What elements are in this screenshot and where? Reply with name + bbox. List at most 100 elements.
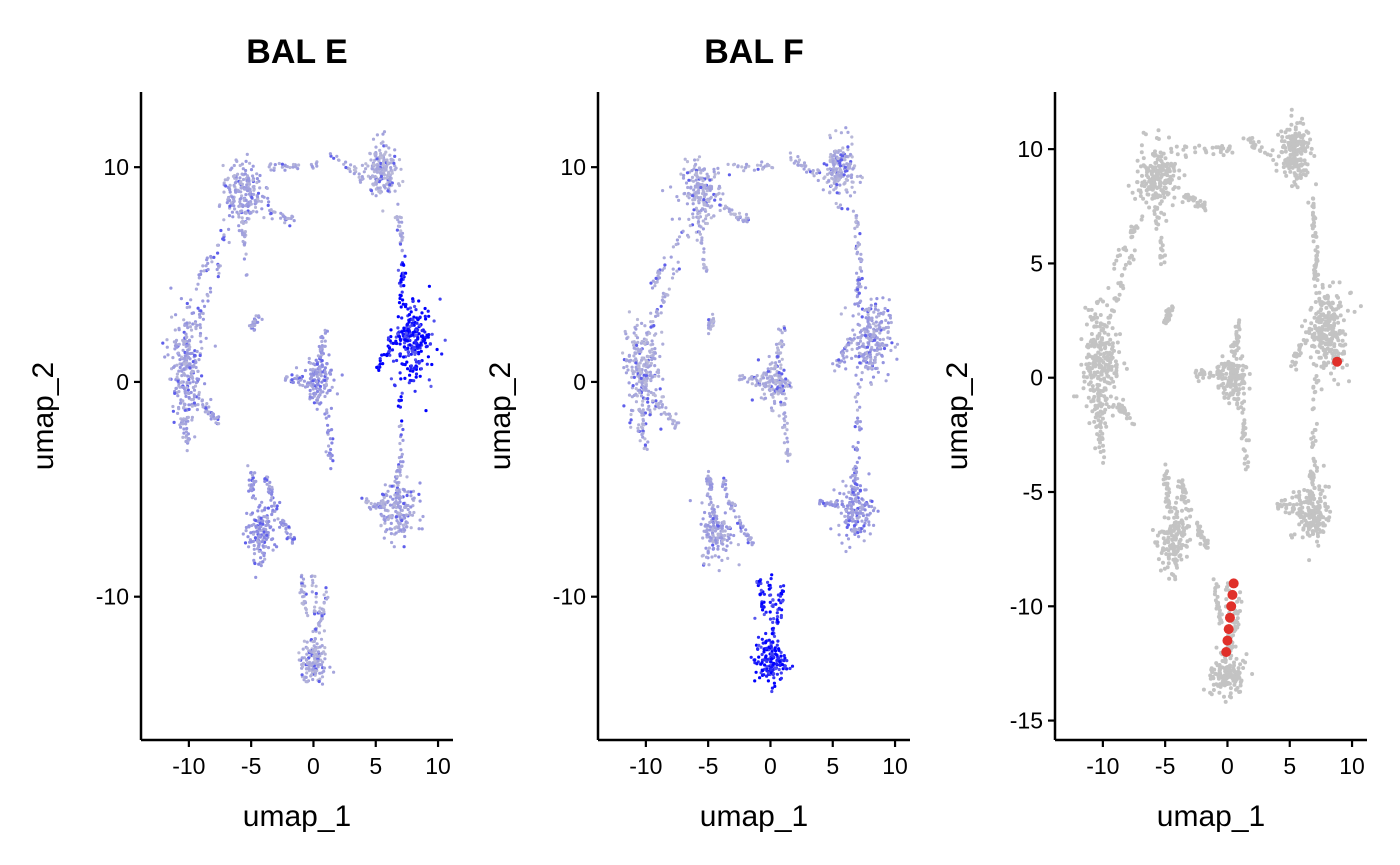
cell-point bbox=[1101, 341, 1106, 346]
cell-point bbox=[324, 382, 328, 387]
cell-point bbox=[681, 176, 686, 180]
cell-point bbox=[225, 201, 229, 205]
cell-point bbox=[420, 527, 424, 531]
cell-point bbox=[394, 531, 398, 535]
cell-point bbox=[860, 276, 864, 281]
cell-point bbox=[393, 189, 397, 193]
cell-point bbox=[856, 336, 860, 340]
cell-point bbox=[376, 164, 380, 168]
cell-point bbox=[236, 172, 240, 176]
cell-point bbox=[284, 530, 288, 534]
cell-point bbox=[1169, 146, 1174, 151]
cell-point bbox=[773, 646, 777, 650]
cell-point bbox=[1081, 370, 1086, 375]
cell-point bbox=[632, 359, 636, 363]
cell-point bbox=[640, 384, 644, 388]
cell-point bbox=[825, 502, 829, 506]
cell-point bbox=[687, 178, 691, 182]
cell-point bbox=[315, 401, 319, 405]
cell-point bbox=[299, 588, 303, 592]
x-tick-label: 10 bbox=[882, 753, 908, 779]
cell-point bbox=[314, 162, 318, 166]
cell-point bbox=[834, 201, 838, 206]
cell-point bbox=[644, 374, 649, 378]
cell-point bbox=[369, 501, 373, 506]
cell-point bbox=[399, 294, 403, 298]
cell-point bbox=[1084, 322, 1089, 327]
cell-point bbox=[1158, 169, 1163, 174]
cell-point bbox=[660, 330, 664, 334]
cell-point bbox=[213, 417, 217, 421]
x-tick-label: 0 bbox=[307, 753, 320, 779]
cell-point bbox=[385, 176, 389, 180]
cell-point bbox=[198, 326, 203, 330]
cell-point bbox=[857, 312, 861, 316]
cell-point bbox=[648, 370, 653, 374]
cell-point bbox=[421, 514, 425, 519]
cell-point bbox=[755, 662, 759, 666]
cell-point bbox=[1154, 136, 1159, 140]
cell-point bbox=[666, 293, 670, 297]
cells-panel-2 bbox=[621, 126, 900, 694]
cell-point bbox=[783, 411, 787, 415]
cell-point bbox=[623, 329, 627, 334]
cell-point bbox=[395, 519, 399, 523]
cell-point bbox=[630, 375, 634, 379]
cell-point bbox=[770, 408, 774, 413]
cell-point bbox=[326, 423, 330, 427]
cell-point bbox=[1085, 375, 1089, 380]
cell-point bbox=[382, 536, 386, 540]
cell-point bbox=[283, 215, 287, 219]
cell-point bbox=[394, 515, 398, 519]
cell-point bbox=[872, 310, 876, 314]
cell-point bbox=[694, 178, 698, 182]
cell-point bbox=[842, 492, 846, 496]
cell-point bbox=[701, 517, 705, 521]
cell-point bbox=[844, 549, 848, 554]
cell-point bbox=[844, 177, 848, 181]
cell-point bbox=[244, 529, 248, 533]
cell-point bbox=[430, 332, 434, 336]
cell-point bbox=[426, 355, 430, 359]
cell-point bbox=[316, 659, 320, 663]
cell-point bbox=[868, 511, 872, 515]
cell-point bbox=[844, 521, 848, 525]
cell-point bbox=[842, 182, 846, 186]
cell-point bbox=[720, 558, 724, 563]
cell-point bbox=[1309, 146, 1314, 151]
cell-point bbox=[323, 371, 327, 375]
cell-point bbox=[1110, 341, 1115, 346]
cell-point bbox=[707, 563, 711, 567]
cell-point bbox=[846, 174, 850, 178]
cell-point bbox=[860, 371, 864, 375]
cell-point bbox=[430, 362, 434, 367]
cell-point bbox=[241, 167, 245, 171]
cell-point bbox=[265, 186, 269, 190]
cell-point bbox=[641, 419, 646, 423]
cell-point bbox=[385, 158, 389, 162]
cell-point bbox=[712, 167, 716, 171]
cell-point bbox=[760, 160, 764, 164]
cell-point bbox=[209, 414, 213, 418]
cell-point bbox=[396, 526, 400, 530]
cell-point bbox=[775, 618, 779, 622]
cell-point bbox=[1079, 362, 1084, 367]
x-tick-label: -5 bbox=[698, 753, 718, 779]
cell-point bbox=[884, 379, 888, 383]
cell-point bbox=[368, 151, 372, 155]
cell-point bbox=[1291, 141, 1296, 146]
cell-point bbox=[649, 325, 653, 329]
cell-point bbox=[846, 207, 850, 211]
cell-point bbox=[874, 324, 878, 328]
cell-point bbox=[1156, 176, 1161, 181]
cell-point bbox=[1149, 172, 1154, 177]
cell-point bbox=[865, 351, 869, 356]
cell-point bbox=[1141, 196, 1146, 201]
cell-point bbox=[300, 673, 304, 677]
cell-point bbox=[867, 523, 871, 527]
cell-point bbox=[369, 158, 373, 162]
cell-point bbox=[1088, 369, 1093, 374]
cell-point bbox=[868, 366, 873, 370]
cell-point bbox=[637, 423, 641, 427]
cell-point bbox=[182, 405, 186, 409]
